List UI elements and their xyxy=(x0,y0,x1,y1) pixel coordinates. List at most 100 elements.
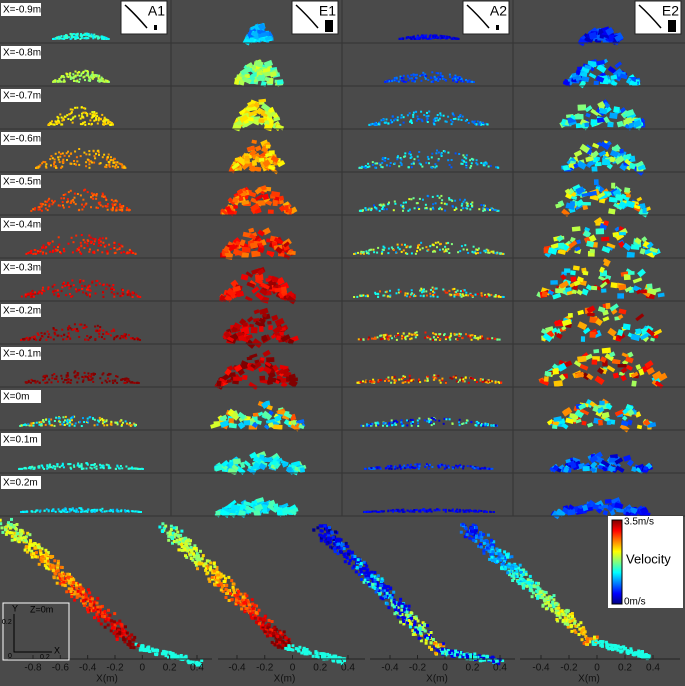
particle xyxy=(86,289,88,291)
particle xyxy=(102,194,104,196)
particle xyxy=(62,416,64,418)
particle xyxy=(613,106,620,113)
particle xyxy=(33,468,35,470)
particle xyxy=(32,511,34,513)
particle xyxy=(612,359,621,365)
particle xyxy=(68,287,70,289)
particle xyxy=(82,112,84,114)
particle xyxy=(400,159,402,161)
particle xyxy=(102,420,104,422)
particle xyxy=(51,381,53,383)
particle xyxy=(264,457,273,462)
particle xyxy=(463,161,465,163)
particle xyxy=(477,252,479,254)
particle xyxy=(415,111,417,113)
particle xyxy=(56,38,58,40)
particle xyxy=(444,151,446,153)
particle xyxy=(486,381,488,383)
particle xyxy=(135,253,137,255)
particle xyxy=(77,74,79,76)
particle xyxy=(619,149,624,154)
particle xyxy=(596,228,604,234)
particle xyxy=(368,467,370,469)
particle xyxy=(57,465,59,467)
particle xyxy=(445,80,447,82)
particle xyxy=(585,113,590,118)
particle xyxy=(95,198,97,200)
particle xyxy=(456,380,458,382)
particle xyxy=(358,338,360,340)
particle xyxy=(107,80,109,82)
particle xyxy=(454,78,456,80)
particle xyxy=(575,114,584,119)
particle xyxy=(414,464,416,466)
particle xyxy=(49,158,51,160)
particle xyxy=(373,251,375,253)
particle xyxy=(110,421,112,423)
particle xyxy=(418,468,420,470)
particle xyxy=(450,294,452,296)
particle xyxy=(83,206,85,208)
particle xyxy=(397,509,399,511)
particle xyxy=(88,379,90,381)
particle xyxy=(48,333,50,335)
particle xyxy=(607,365,616,372)
particle xyxy=(447,152,449,154)
particle xyxy=(102,333,104,335)
particle xyxy=(459,419,461,421)
particle xyxy=(100,244,102,246)
particle xyxy=(421,120,423,122)
particle xyxy=(80,253,82,255)
particle xyxy=(613,373,619,379)
particle xyxy=(112,123,114,125)
particle xyxy=(465,120,467,122)
particle xyxy=(63,197,65,199)
particle xyxy=(411,156,413,158)
particle xyxy=(95,75,97,77)
particle xyxy=(69,511,71,513)
particle xyxy=(59,510,61,512)
particle xyxy=(467,294,469,296)
particle xyxy=(127,294,129,296)
particle xyxy=(472,378,474,380)
particle xyxy=(440,195,442,197)
stream-particle xyxy=(35,551,38,554)
particle xyxy=(89,161,91,163)
particle xyxy=(594,376,604,385)
particle xyxy=(127,510,129,512)
particle xyxy=(429,293,431,295)
particle xyxy=(591,286,597,291)
particle xyxy=(96,280,98,282)
particle xyxy=(58,417,60,419)
particle xyxy=(471,205,473,207)
particle xyxy=(83,280,85,282)
particle xyxy=(121,424,123,426)
particle xyxy=(479,510,481,512)
particle xyxy=(433,376,435,378)
particle xyxy=(449,37,451,39)
particle xyxy=(287,467,292,472)
particle xyxy=(27,423,29,425)
particle xyxy=(69,420,71,422)
particle xyxy=(432,244,434,246)
particle xyxy=(34,336,36,338)
particle xyxy=(403,122,405,124)
particle xyxy=(259,376,265,381)
particle xyxy=(84,79,86,81)
particle xyxy=(455,152,457,154)
particle xyxy=(53,373,55,375)
particle xyxy=(71,33,73,35)
particle xyxy=(112,165,114,167)
particle xyxy=(53,465,55,467)
particle xyxy=(425,78,427,80)
particle xyxy=(45,204,47,206)
particle xyxy=(30,422,32,424)
particle xyxy=(397,155,399,157)
particle xyxy=(429,35,431,37)
particle xyxy=(635,313,644,321)
particle xyxy=(267,321,272,325)
particle xyxy=(616,508,621,512)
particle xyxy=(401,509,403,511)
particle xyxy=(466,205,468,207)
particle xyxy=(492,209,494,211)
